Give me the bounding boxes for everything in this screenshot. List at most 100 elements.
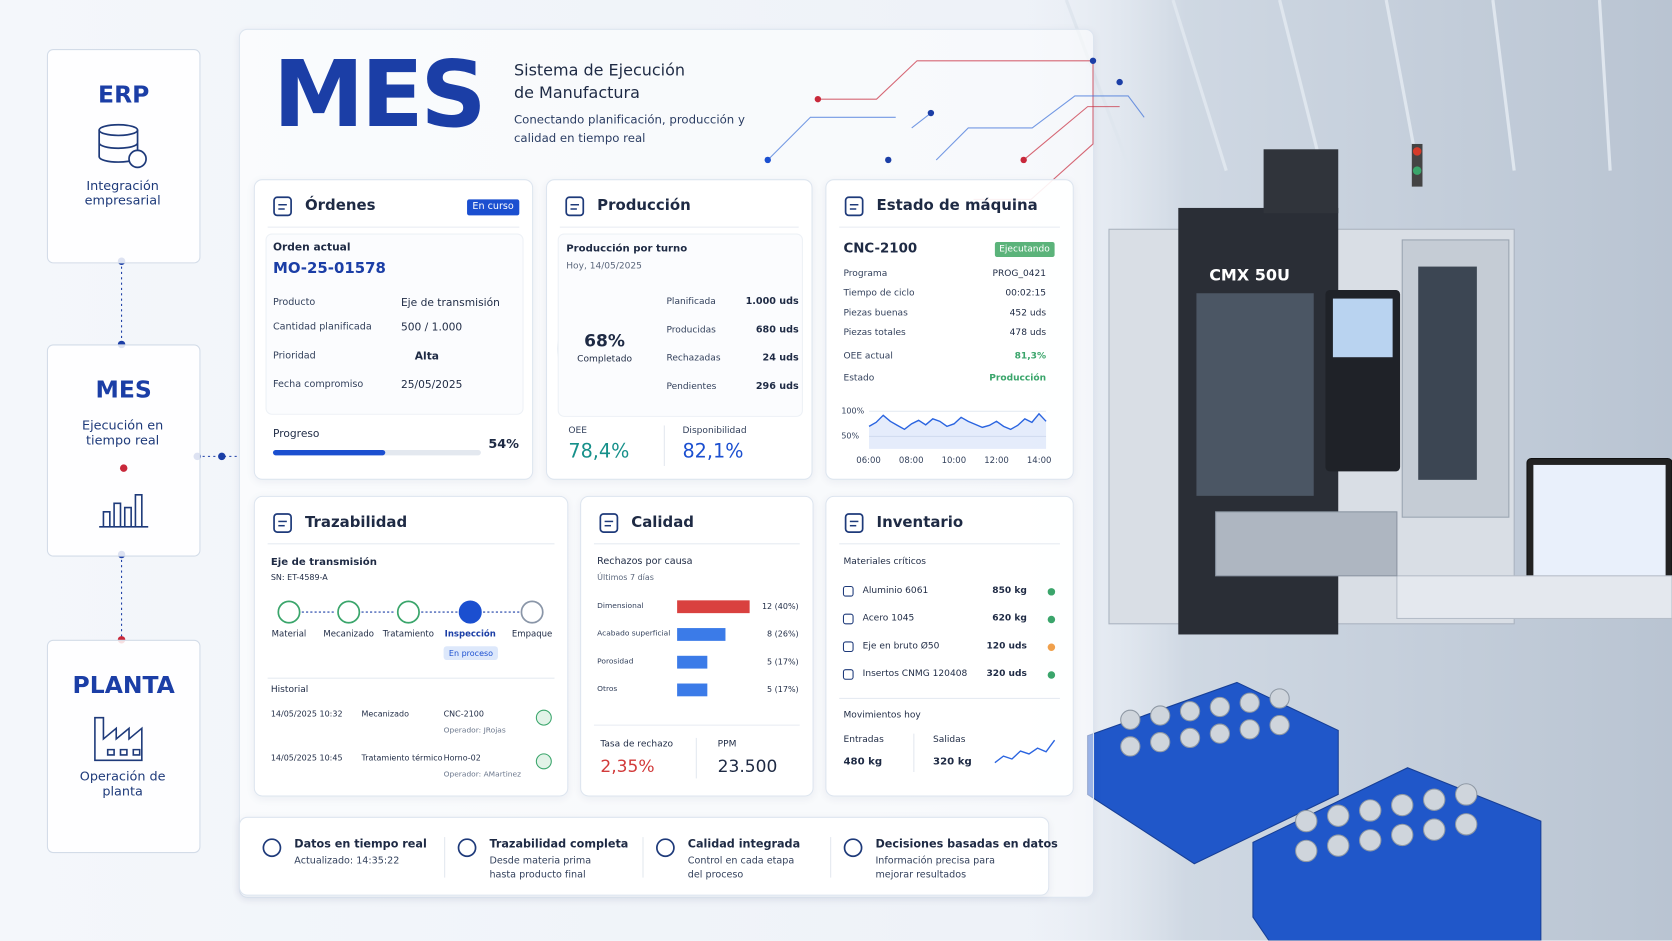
row-label: Planificada [666, 296, 716, 308]
control-screen [1332, 298, 1393, 358]
card-title: Estado de máquina [876, 197, 1038, 215]
material-value: 320 uds [986, 668, 1027, 680]
material-name: Eje en bruto Ø50 [862, 640, 940, 652]
sparkline [994, 739, 1056, 764]
row-label: Rechazadas [666, 352, 721, 364]
row-label: Producidas [666, 325, 716, 336]
history-check [535, 753, 552, 770]
stack-title: PLANTA [72, 672, 175, 700]
history-operator: Operador: JRojas [443, 726, 506, 735]
part [1391, 793, 1414, 817]
status-dot [1047, 615, 1056, 624]
part [1423, 788, 1446, 811]
kpi-label: PPM [717, 738, 737, 750]
row-label: OEE actual [843, 350, 893, 362]
circuit-dot [885, 156, 892, 164]
footer-title: Trazabilidad completa [489, 838, 629, 851]
x-tick-label: 06:00 [856, 455, 881, 465]
history-machine: CNC-2100 [443, 709, 484, 719]
step-label: Empaque [511, 629, 553, 639]
x-tick-label: 08:00 [898, 455, 924, 465]
circuit-dot [1089, 57, 1097, 64]
history-step: Tratamiento térmico [361, 752, 443, 763]
stack-subtitle: Operación de planta [79, 768, 166, 800]
signal-light [1411, 143, 1423, 187]
row-value: 478 uds [1009, 327, 1047, 339]
part [1150, 705, 1171, 726]
x-tick-label: 10:00 [941, 455, 967, 465]
progress-value: 54% [488, 436, 520, 452]
step-label: Material [271, 629, 307, 639]
footer-icon [656, 838, 675, 858]
progress-bar [272, 449, 386, 456]
footer-icon [457, 838, 477, 858]
part [1269, 714, 1290, 736]
stack-title: ERP [98, 82, 150, 109]
field-value: 500 / 1.000 [400, 322, 463, 334]
icon [273, 196, 292, 217]
step-icon [277, 600, 301, 624]
y-tick-label: 100% [841, 405, 865, 416]
stack-box: ERP Integración empresarial [46, 49, 201, 264]
kpi-label: OEE [568, 425, 587, 437]
machine-top [1263, 149, 1339, 214]
footer-text: Desde materia prima hasta producto final [489, 856, 592, 881]
step-icon [337, 600, 361, 624]
history-label: Historial [270, 684, 309, 696]
material-name: Acero 1045 [862, 613, 915, 624]
card-title: Producción [597, 197, 691, 215]
material-value: 620 kg [992, 613, 1027, 624]
history-date: 14/05/2025 10:45 [270, 752, 343, 763]
part [1455, 783, 1478, 806]
circuit-line [767, 112, 932, 161]
card: Producción Producción por turno Hoy, 14/05… [545, 179, 813, 480]
card-title: Trazabilidad [304, 513, 408, 532]
material-icon [842, 641, 854, 653]
material-value: 850 kg [992, 585, 1027, 597]
donut-value: 68% [584, 330, 626, 351]
row-label: Estado [843, 373, 875, 384]
step-icon [520, 600, 544, 624]
stack-box: PLANTA Operación de planta [46, 639, 201, 854]
footer-title: Datos en tiempo real [294, 838, 427, 851]
serial: SN: ET-4589-A [270, 572, 328, 583]
footer-title: Decisiones basadas en datos [875, 838, 1058, 851]
section-label: Movimientos hoy [843, 710, 921, 721]
circuit-dot [1020, 156, 1027, 164]
history-check [535, 709, 552, 726]
row-label: Piezas totales [843, 327, 906, 339]
kpi-label: Disponibilidad [682, 425, 747, 437]
part [1120, 709, 1141, 730]
card-graphics [839, 196, 1060, 449]
step-label: Tratamiento [382, 629, 434, 639]
value-label: 5 (17%) [767, 656, 799, 667]
circuit-dot [814, 95, 822, 103]
line-series [868, 412, 1047, 431]
status-badge: Ejecutando [994, 242, 1055, 258]
card-title: Inventario [876, 513, 964, 532]
stack-subtitle: Ejecución en tiempo real [82, 418, 164, 449]
step-icon [458, 600, 482, 624]
footer-text: Información precisa para mejorar resulta… [875, 856, 995, 881]
row-label: Programa [843, 268, 888, 280]
category-label: Otros [597, 684, 618, 694]
kpi-value: 23.500 [717, 756, 778, 777]
field-value: Eje de transmisión [400, 297, 500, 310]
icon [844, 513, 864, 533]
field-value: Alta [414, 350, 440, 363]
kpi-value: 2,35% [600, 756, 655, 777]
kpi-value: 82,1% [682, 440, 744, 463]
footer-text: Control en cada etapa del proceso [687, 856, 795, 881]
footer-bar: Datos en tiempo real Actualizado: 14:35:2… [238, 816, 1058, 896]
bar [677, 655, 708, 669]
row-value: 24 uds [762, 352, 799, 364]
stack-subtitle: Integración empresarial [84, 178, 161, 209]
side-window [1418, 266, 1477, 480]
status-dot [1047, 643, 1056, 651]
icon [128, 149, 147, 169]
part [1179, 727, 1201, 749]
x-tick-label: 14:00 [1026, 455, 1052, 465]
part [1295, 809, 1318, 833]
